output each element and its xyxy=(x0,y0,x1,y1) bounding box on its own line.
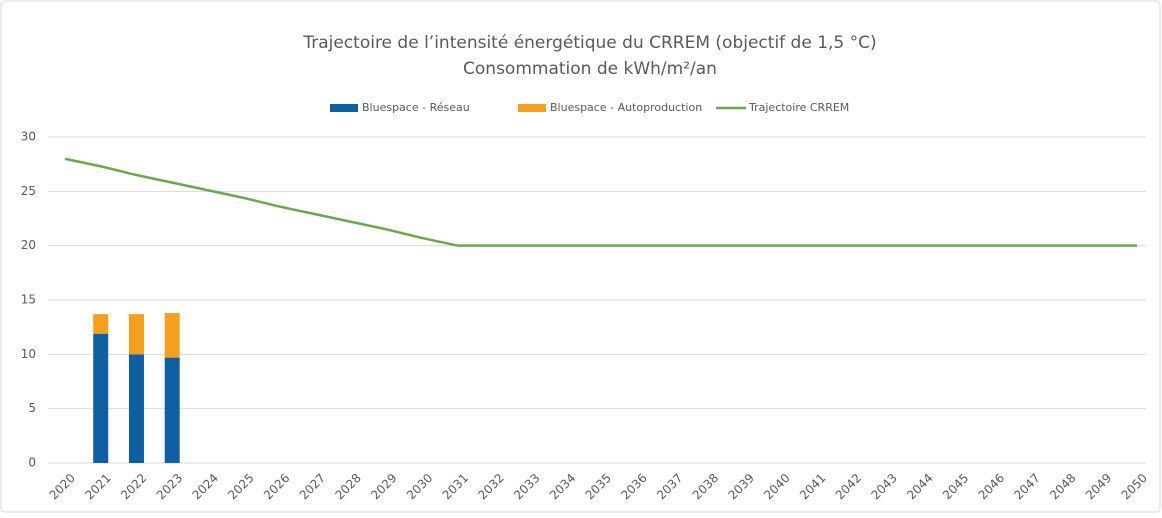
legend-swatch xyxy=(330,104,358,112)
legend-swatch xyxy=(518,104,546,112)
legend-label: Trajectoire CRREM xyxy=(748,101,849,114)
y-tick-label: 25 xyxy=(21,184,36,198)
y-tick-label: 5 xyxy=(28,401,36,415)
bar xyxy=(93,314,109,334)
bar xyxy=(164,313,180,358)
y-tick-label: 10 xyxy=(21,347,36,361)
legend-label: Bluespace - Autoproduction xyxy=(550,101,702,114)
y-tick-label: 0 xyxy=(28,456,36,470)
bar xyxy=(93,333,109,463)
line xyxy=(64,157,1137,247)
y-tick-label: 30 xyxy=(21,130,36,144)
y-tick-label: 20 xyxy=(21,238,36,252)
legend-label: Bluespace - Réseau xyxy=(362,101,470,114)
bar xyxy=(128,354,144,463)
chart-title: Trajectoire de l’intensité énergétique d… xyxy=(302,33,876,53)
chart-subtitle: Consommation de kWh/m²/an xyxy=(463,59,717,79)
bar xyxy=(128,314,144,355)
y-tick-label: 15 xyxy=(21,293,36,307)
bar xyxy=(164,357,180,463)
